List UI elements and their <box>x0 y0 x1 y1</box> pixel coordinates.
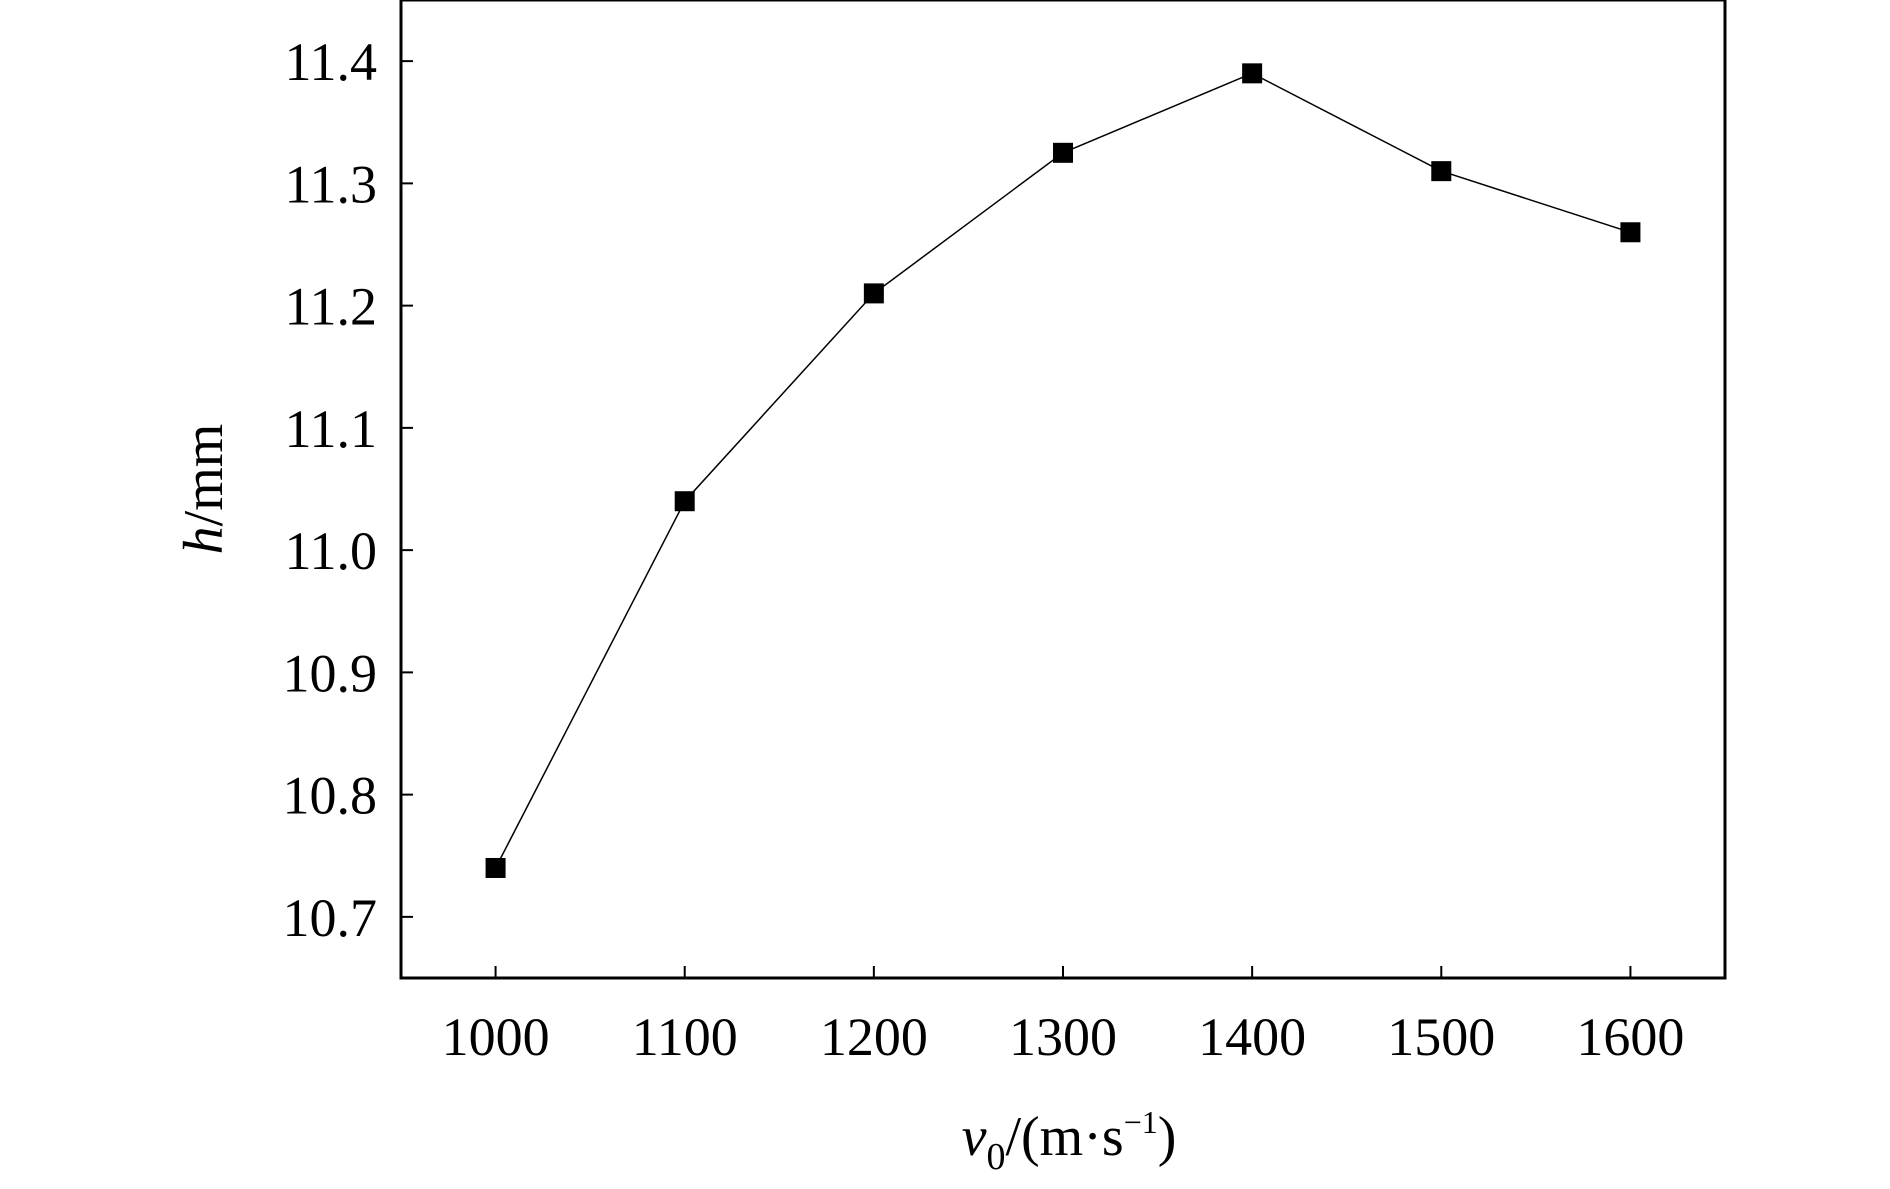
y-tick-label: 11.4 <box>285 32 378 92</box>
data-point-marker <box>1242 63 1263 84</box>
x-axis-title-unit: /(m·s <box>1005 1106 1123 1168</box>
x-tick-label: 1000 <box>442 1007 550 1067</box>
x-axis-tick-labels: 1000 1100 1200 1300 1400 1500 1600 <box>442 1007 1685 1067</box>
y-axis-ticks <box>401 60 413 918</box>
y-tick-label: 10.9 <box>283 643 378 703</box>
x-tick-label: 1500 <box>1387 1007 1495 1067</box>
y-tick-label: 10.7 <box>283 888 378 948</box>
x-tick-label: 1400 <box>1198 1007 1306 1067</box>
x-tick-label: 1600 <box>1576 1007 1684 1067</box>
y-tick-label: 10.8 <box>283 766 378 826</box>
x-axis-title-variable: v <box>962 1106 987 1168</box>
x-axis-title-superscript: −1 <box>1124 1104 1158 1140</box>
y-tick-label: 11.0 <box>285 521 378 581</box>
x-axis-title: v0/(m·s−1) <box>962 1104 1177 1178</box>
x-axis-title-subscript: 0 <box>986 1136 1005 1178</box>
series-line <box>494 72 1631 869</box>
data-point-marker <box>1053 142 1073 163</box>
y-tick-label: 11.3 <box>285 154 378 214</box>
y-axis-title-unit: /mm <box>173 424 235 527</box>
x-axis-ticks <box>494 966 1632 978</box>
data-point-marker <box>674 491 695 512</box>
y-tick-label: 11.2 <box>285 277 378 337</box>
y-axis-title: h/mm <box>173 424 235 555</box>
x-tick-label: 1100 <box>632 1007 738 1067</box>
data-point-marker <box>485 857 506 878</box>
y-tick-label: 11.1 <box>285 399 378 459</box>
data-point-marker <box>1620 222 1641 243</box>
y-axis-title-variable: h <box>173 526 235 554</box>
x-tick-label: 1300 <box>1009 1007 1117 1067</box>
x-tick-label: 1200 <box>820 1007 928 1067</box>
data-point-marker <box>1431 161 1452 182</box>
series-markers <box>485 63 1641 878</box>
y-axis-tick-labels: 10.7 10.8 10.9 11.0 11.1 11.2 11.3 11.4 <box>283 32 378 948</box>
x-axis-title-unit-close: ) <box>1158 1106 1177 1168</box>
data-point-marker <box>863 283 884 304</box>
